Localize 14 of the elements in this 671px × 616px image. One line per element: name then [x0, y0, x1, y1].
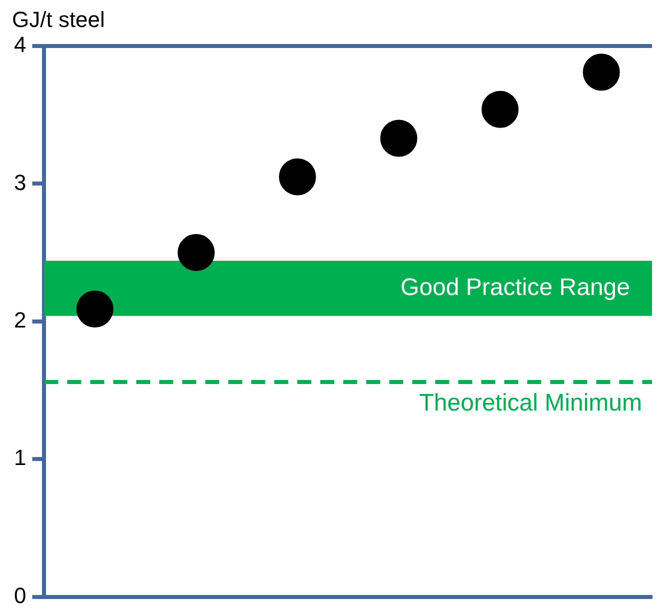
point: [482, 90, 519, 128]
band-label: Good Practice Range: [400, 274, 630, 301]
point: [76, 290, 114, 328]
y-tick-label: 2: [14, 307, 26, 332]
point: [380, 120, 418, 157]
y-tick-label: 3: [14, 170, 26, 195]
y-tick-label: 1: [14, 445, 26, 470]
point: [582, 54, 620, 91]
point: [178, 234, 215, 272]
y-axis-title: GJ/t steel: [12, 7, 105, 32]
y-tick-label: 0: [14, 582, 26, 608]
point: [278, 158, 316, 196]
ref-line-label: Theoretical Minimum: [419, 390, 642, 417]
y-tick-label: 4: [14, 32, 26, 58]
